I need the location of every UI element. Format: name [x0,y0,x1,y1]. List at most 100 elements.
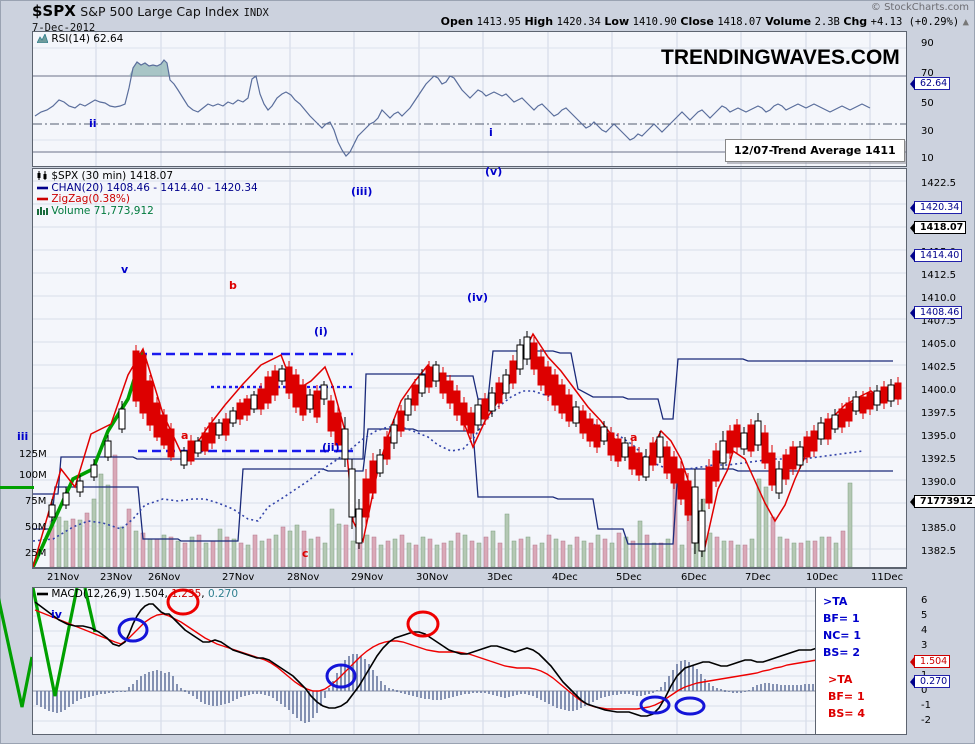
chan-mid-dotted [33,390,864,542]
macd-svg [33,588,906,734]
trend-average-note: 12/07-Trend Average 1411 [725,139,905,162]
x-tick-26nov: 26Nov [148,572,181,583]
wave-label-iii-sub: (iii) [351,185,373,198]
open-value: 1413.95 [476,16,521,28]
rsi-tick-90: 90 [921,38,934,49]
chg-value: +4.13 (+0.29%) [870,16,960,28]
rsi-icon [36,32,49,44]
x-tick-11dec: 11Dec [871,572,904,583]
price-tick-1395-0: 1395.0 [921,431,956,442]
symbol-name: S&P 500 Large Cap Index [80,4,240,19]
rsi-value-flag: 62.64 [909,77,951,90]
candlesticks [48,331,902,557]
stockcharts-credit: © StockCharts.com [870,2,969,13]
wave-label-c: c [302,547,309,560]
low-value: 1410.90 [632,16,677,28]
price-tick-1405-0: 1405.0 [921,339,956,350]
x-tick-29nov: 29Nov [351,572,384,583]
exchange-label: INDX [243,7,269,19]
wave-label-i-major: i [489,126,493,139]
zigzag-line [33,332,892,567]
macd-legend-prefix: MACD(12,26,9) [51,588,132,600]
x-tick-5dec: 5Dec [616,572,642,583]
price-horizontal-grid [33,180,906,550]
macd-hist-flag: 0.270 [909,675,951,688]
rsi-tick-70: 70 [921,68,934,79]
volume-icon [37,206,48,218]
price-panel: $SPX (30 min) 1418.07 CHAN(20) 1408.46 -… [32,165,907,568]
price-tick-1402-5: 1402.5 [921,362,956,373]
quote-bar: Open 1413.95 High 1420.34 Low 1410.90 Cl… [441,15,969,28]
rsi-tick-50: 50 [921,98,934,109]
stat-blue-3: BS= 2 [823,646,861,659]
macd-horizontal-grid [33,600,906,722]
chg-arrow-icon: ▲ [962,16,969,28]
volume-tick-125m: 125M [19,449,47,460]
rsi-tick-30: 30 [921,126,934,137]
volume-tick-75m: 75M [25,496,47,507]
watermark-text: TRENDINGWAVES.COM [661,46,900,69]
bearish-cross-1 [166,588,200,616]
bullish-cross-4 [674,696,706,716]
price-tick-1382-5: 1382.5 [921,546,956,557]
macd-value-flag: 1.504 [909,655,951,668]
macd-line [34,601,872,717]
price-tick-1397-5: 1397.5 [921,408,956,419]
x-tick-3dec: 3Dec [487,572,513,583]
price-legend-text-0: $SPX (30 min) 1418.07 [51,170,174,182]
price-legend: $SPX (30 min) 1418.07 CHAN(20) 1408.46 -… [37,170,258,218]
price-flag-upper-band: 1420.34 [909,201,963,214]
close-value: 1418.07 [717,16,762,28]
volume-flag-last: 71773912 [910,495,975,508]
price-legend-row-2: ZigZag(0.38%) [37,193,258,206]
bearish-cross-2 [406,610,440,638]
wave-label-a: a [181,429,189,442]
price-legend-text-2: ZigZag(0.38%) [51,193,130,205]
price-tick-1407-5: 1407.5 [921,316,956,327]
stat-blue-1: BF= 1 [823,612,860,625]
x-tick-27nov: 27Nov [222,572,255,583]
macd-tick-0: 0 [921,685,928,696]
macd-left-green-svg [0,597,32,708]
rsi-legend: RSI(14) 62.64 [36,32,124,46]
stat-red-1: BF= 1 [828,690,865,703]
price-legend-text-3: Volume 71,773,912 [51,204,154,217]
stat-red-0: >TA [828,673,853,686]
volume-tick-50m: 50M [25,522,47,533]
line-icon-chan [37,183,48,195]
x-tick-30nov: 30Nov [416,572,449,583]
price-legend-row-3: Volume 71,773,912 [37,204,258,218]
candlestick-icon [37,171,48,183]
macd-tick-6: 6 [921,595,928,606]
macd-histogram [36,654,870,723]
green-trend-left-extension [0,486,34,489]
price-tick-1422-5: 1422.5 [921,178,956,189]
macd-legend-hist: 0.270 [207,588,238,600]
macd-legend-signal: 1.235 [171,588,202,600]
rsi-legend-text: RSI(14) 62.64 [51,33,124,45]
macd-legend: MACD(12,26,9) 1.504, 1.235, 0.270 [37,588,238,601]
wave-label-iii-major: iii [17,430,29,443]
line-icon-macd [37,589,48,601]
price-flag-last: 1418.07 [909,221,967,234]
stat-red-2: BS= 4 [828,707,866,720]
wave-label-i-sub: (i) [314,325,328,338]
wave-label-v: v [121,263,129,276]
bullish-cross-3 [639,695,671,715]
macd-tick-4: 4 [921,625,928,636]
price-flag-lower-band: 1408.46 [909,306,963,319]
high-value: 1420.34 [556,16,601,28]
price-legend-row-0: $SPX (30 min) 1418.07 [37,170,258,183]
wave-label-b: b [229,279,237,292]
macd-green-trend [33,588,97,697]
bullish-cross-2 [325,663,357,689]
stat-blue-0: >TA [823,595,848,608]
macd-plot [33,588,906,734]
price-svg [33,169,906,567]
rsi-line [34,59,871,157]
price-tick-1392-5: 1392.5 [921,454,956,465]
symbol-ticker: $SPX [32,2,76,20]
price-legend-text-1: CHAN(20) 1408.46 - 1414.40 - 1420.34 [51,181,258,194]
bullish-cross-1 [117,617,149,643]
